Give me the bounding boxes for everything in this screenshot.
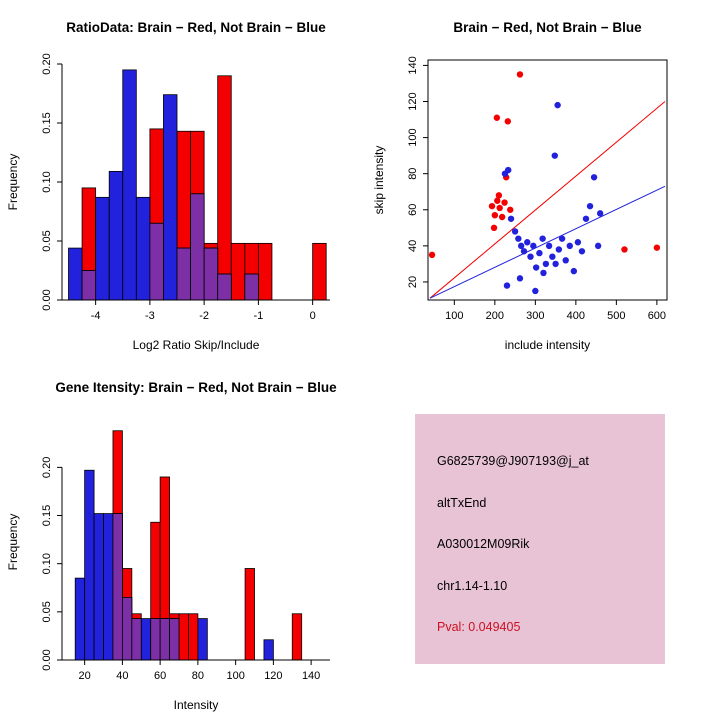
svg-text:0.05: 0.05 <box>41 230 53 251</box>
svg-text:80: 80 <box>407 168 419 180</box>
svg-text:0.00: 0.00 <box>41 649 53 670</box>
svg-text:Frequency: Frequency <box>6 514 20 571</box>
chromosome-location-text: chr1.14-1.10 <box>437 578 508 593</box>
svg-text:500: 500 <box>607 310 625 322</box>
svg-text:20: 20 <box>79 670 91 682</box>
svg-text:120: 120 <box>264 670 282 682</box>
svg-text:-4: -4 <box>91 310 101 322</box>
svg-text:skip intensity: skip intensity <box>372 146 386 215</box>
svg-text:0.20: 0.20 <box>41 53 53 74</box>
svg-text:40: 40 <box>407 240 419 252</box>
svg-text:200: 200 <box>486 310 504 322</box>
svg-text:0.10: 0.10 <box>41 171 53 192</box>
intensity-scatterplot-chart: 100 200 300 400 500 600 20 40 60 80 100 120 140 Brain… <box>372 20 668 352</box>
svg-text:0: 0 <box>310 310 316 322</box>
svg-text:400: 400 <box>567 310 585 322</box>
svg-text:60: 60 <box>407 204 419 216</box>
svg-text:300: 300 <box>526 310 544 322</box>
svg-text:-3: -3 <box>145 310 155 322</box>
svg-text:Frequency: Frequency <box>6 154 20 211</box>
svg-text:100: 100 <box>445 310 463 322</box>
svg-text:-1: -1 <box>253 310 263 322</box>
gene-intensity-histogram-chart: 20 40 60 80 100 120 140 0.00 0.05 0.10 0.15 0.20 Gen… <box>6 380 337 712</box>
svg-text:0.20: 0.20 <box>41 457 53 478</box>
svg-text:Intensity: Intensity <box>174 698 219 712</box>
ratio-histogram-chart: -4 -3 -2 -1 0 0.00 0.05 0.10 0.15 0.20 RatioData: … <box>6 20 330 352</box>
svg-text:600: 600 <box>648 310 666 322</box>
svg-text:include intensity: include intensity <box>505 338 590 352</box>
probe-id-text: G6825739@J907193@j_at <box>437 454 589 468</box>
svg-text:100: 100 <box>407 128 419 146</box>
svg-text:0.05: 0.05 <box>41 601 53 622</box>
svg-text:-2: -2 <box>199 310 209 322</box>
svg-text:Brain − Red, Not Brain − Blue: Brain − Red, Not Brain − Blue <box>453 20 642 35</box>
svg-text:RatioData: Brain − Red, Not Br: RatioData: Brain − Red, Not Brain − Blue <box>66 20 326 35</box>
svg-text:140: 140 <box>302 670 320 682</box>
svg-text:100: 100 <box>226 670 244 682</box>
svg-text:140: 140 <box>407 56 419 74</box>
svg-text:120: 120 <box>407 92 419 110</box>
svg-text:60: 60 <box>154 670 166 682</box>
svg-text:0.15: 0.15 <box>41 112 53 133</box>
svg-text:80: 80 <box>192 670 204 682</box>
svg-text:20: 20 <box>407 276 419 288</box>
svg-text:0.00: 0.00 <box>41 289 53 310</box>
svg-text:0.15: 0.15 <box>41 505 53 526</box>
svg-text:40: 40 <box>116 670 128 682</box>
gene-symbol-text: A030012M09Rik <box>437 537 530 551</box>
svg-text:Gene Itensity: Brain − Red, No: Gene Itensity: Brain − Red, Not Brain − … <box>55 380 337 395</box>
svg-text:0.10: 0.10 <box>41 553 53 574</box>
pvalue-text: Pval: 0.049405 <box>437 620 521 634</box>
gene-info-box: G6825739@J907193@j_at altTxEnd A030012M0… <box>415 414 665 664</box>
svg-text:Log2 Ratio Skip/Include: Log2 Ratio Skip/Include <box>133 338 260 352</box>
event-type-text: altTxEnd <box>437 495 487 510</box>
